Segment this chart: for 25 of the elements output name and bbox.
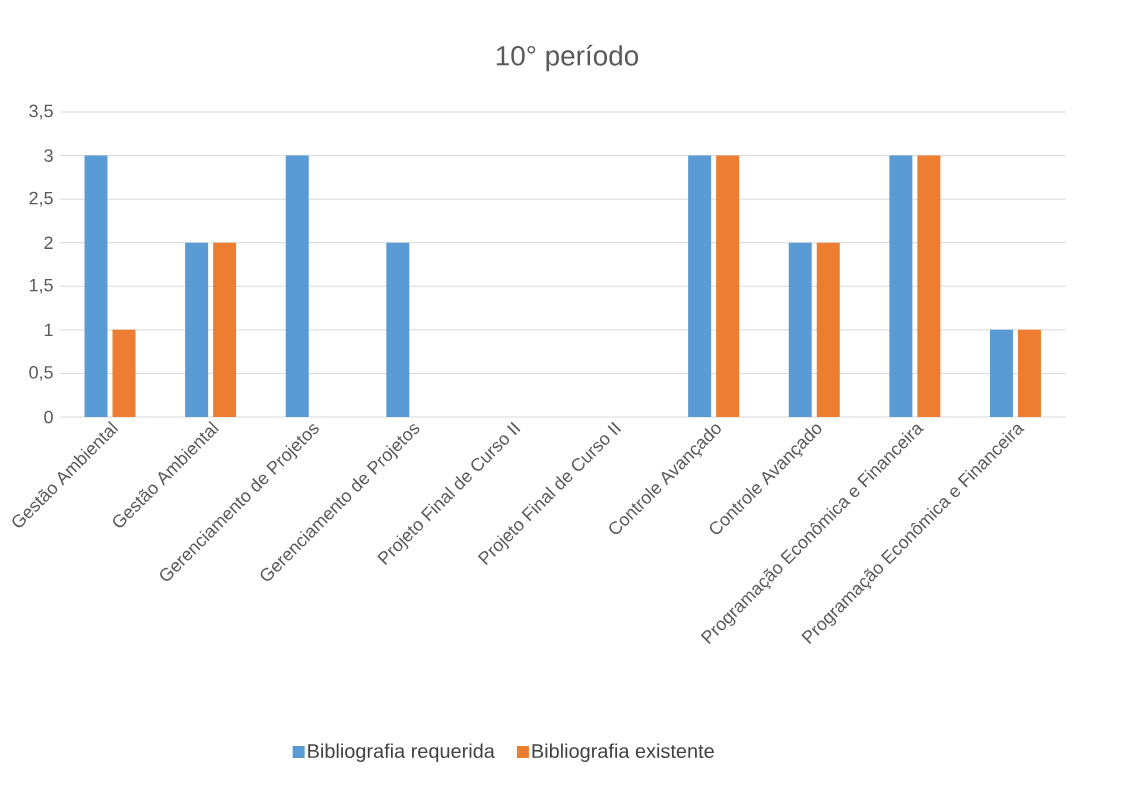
y-tick-label: 3	[44, 149, 53, 162]
bar	[917, 155, 941, 417]
bar	[1017, 329, 1041, 417]
legend-label: Bibliografia existente	[532, 743, 714, 762]
y-tick-label: 3,5	[29, 104, 53, 120]
bar	[285, 155, 309, 417]
bar	[688, 155, 712, 417]
bar	[716, 155, 740, 417]
chart-title: 10° período	[496, 44, 639, 72]
bar	[889, 155, 913, 417]
y-tick-label: 1	[44, 323, 53, 337]
legend-label: Bibliografia requerida	[308, 743, 495, 762]
y-tick-label: 0	[44, 410, 53, 424]
y-tick-label: 2	[44, 236, 53, 249]
y-tick-label: 1,5	[29, 278, 53, 294]
y-tick-label: 2,5	[29, 191, 53, 207]
bar	[185, 242, 209, 417]
bar	[84, 155, 108, 417]
y-tick-label: 0,5	[29, 366, 53, 381]
bar	[112, 329, 136, 417]
bar	[989, 329, 1013, 417]
bar	[788, 242, 812, 417]
bar	[816, 242, 840, 417]
bar	[213, 242, 237, 417]
bar	[386, 242, 410, 417]
